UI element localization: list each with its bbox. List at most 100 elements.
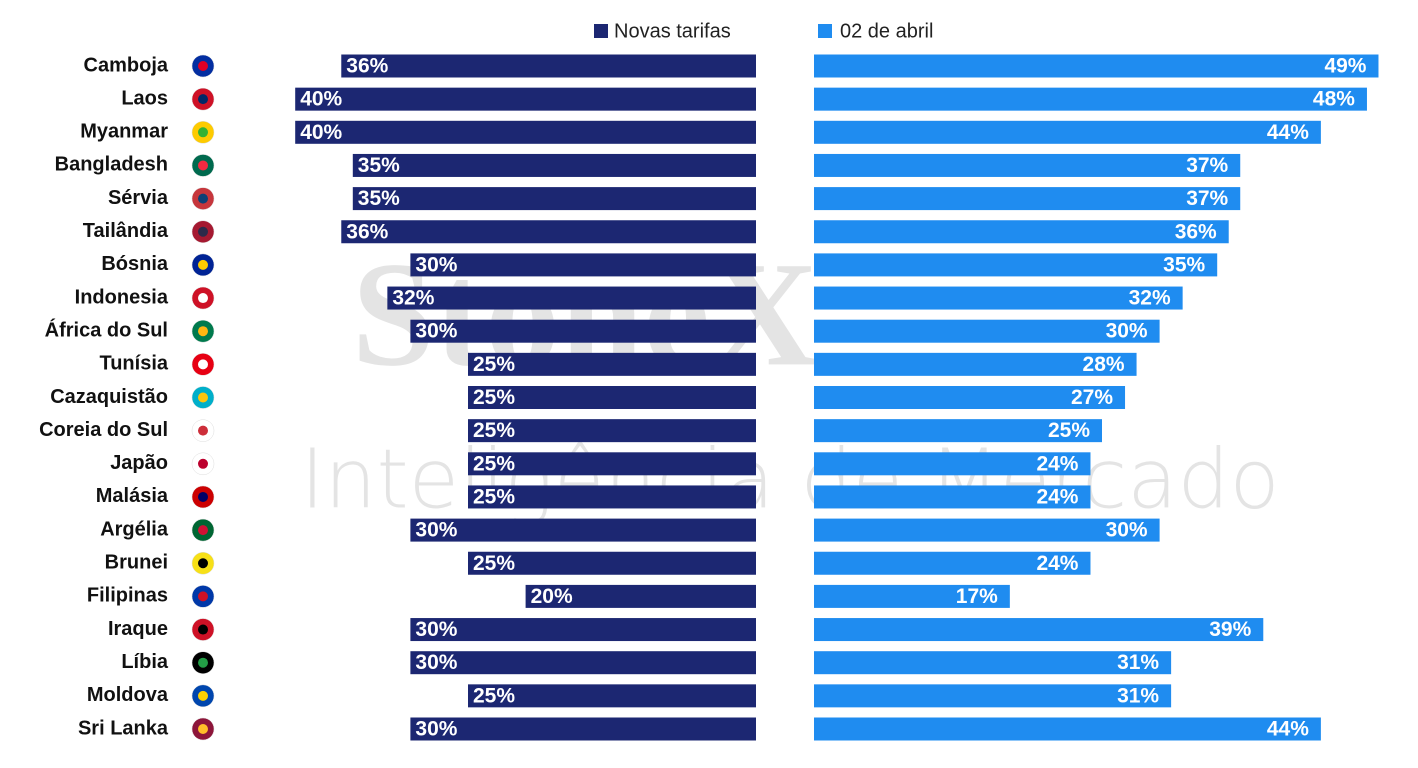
bar xyxy=(814,518,1160,542)
value-label: 49% xyxy=(1324,55,1366,78)
flag-icon-detail xyxy=(198,61,208,71)
bar xyxy=(468,684,756,708)
value-label: 31% xyxy=(1117,651,1159,674)
value-label: 36% xyxy=(346,55,388,78)
bar xyxy=(410,253,756,277)
bar xyxy=(814,153,1241,177)
value-label: 25% xyxy=(473,684,515,707)
value-label: 40% xyxy=(300,88,342,111)
bar xyxy=(814,584,1010,608)
flag-icon-detail xyxy=(198,259,208,270)
value-label: 44% xyxy=(1267,121,1309,144)
bar xyxy=(814,452,1091,476)
bar xyxy=(814,220,1229,244)
flag-icon-detail xyxy=(198,293,208,304)
bar xyxy=(814,485,1091,509)
legend-label: 02 de abril xyxy=(840,20,933,42)
flag-icon-detail xyxy=(198,724,208,734)
value-label: 36% xyxy=(346,220,388,243)
bar xyxy=(814,551,1091,575)
flag-icon-detail xyxy=(198,690,208,701)
flag-icon-detail xyxy=(198,657,208,668)
value-label: 20% xyxy=(531,585,573,608)
value-label: 25% xyxy=(473,452,515,475)
bar xyxy=(814,618,1264,642)
flag-icon-detail xyxy=(198,359,208,370)
bar xyxy=(341,54,756,78)
bar xyxy=(468,452,756,476)
value-label: 32% xyxy=(1129,287,1171,310)
bar xyxy=(525,584,756,608)
value-label: 24% xyxy=(1036,552,1078,575)
bar xyxy=(468,551,756,575)
value-label: 32% xyxy=(392,287,434,310)
value-label: 25% xyxy=(473,353,515,376)
bar xyxy=(468,352,756,376)
value-label: 17% xyxy=(956,585,998,608)
bar xyxy=(410,651,756,675)
bar xyxy=(814,187,1241,211)
value-label: 25% xyxy=(473,419,515,442)
bar xyxy=(341,220,756,244)
value-label: 25% xyxy=(1048,419,1090,442)
country-label: Camboja xyxy=(84,54,169,76)
bar xyxy=(814,386,1126,409)
flag-icon-detail xyxy=(198,425,208,436)
country-label: Filipinas xyxy=(87,585,168,607)
bar xyxy=(814,54,1379,78)
value-label: 30% xyxy=(415,320,457,343)
legend-label: Novas tarifas xyxy=(614,20,731,42)
watermark-subtitle: Inteligência de Mercado xyxy=(300,433,1279,528)
value-label: 30% xyxy=(415,618,457,641)
flag-icon-detail xyxy=(198,127,208,138)
value-label: 37% xyxy=(1186,154,1228,177)
flag-icon-detail xyxy=(198,458,208,469)
country-label: Líbia xyxy=(121,651,169,673)
value-label: 28% xyxy=(1083,353,1125,376)
value-label: 48% xyxy=(1313,88,1355,111)
flag-icon-detail xyxy=(198,491,208,502)
flag-icon-detail xyxy=(198,525,208,536)
bar xyxy=(410,518,756,542)
value-label: 44% xyxy=(1267,718,1309,741)
flag-icon-detail xyxy=(198,591,208,602)
value-label: 24% xyxy=(1036,452,1078,475)
country-label: Myanmar xyxy=(80,121,168,143)
country-label: Japão xyxy=(110,452,168,474)
country-label: Sri Lanka xyxy=(78,717,169,739)
bar xyxy=(814,419,1102,443)
legend-swatch xyxy=(594,24,608,38)
value-label: 30% xyxy=(415,519,457,542)
flag-icon-detail xyxy=(198,624,208,635)
flag-icon-detail xyxy=(198,193,208,204)
bar xyxy=(387,286,756,310)
value-label: 35% xyxy=(1163,253,1205,276)
bar xyxy=(814,352,1137,376)
flag-icon-detail xyxy=(198,326,208,337)
bar xyxy=(468,386,756,409)
flag-icon-detail xyxy=(198,558,208,569)
value-label: 27% xyxy=(1071,386,1113,409)
bar xyxy=(814,120,1321,144)
country-label: Argélia xyxy=(100,518,169,540)
country-label: Cazaquistão xyxy=(50,386,168,408)
bar xyxy=(352,187,756,211)
country-label: Indonesia xyxy=(75,286,169,308)
value-label: 30% xyxy=(1106,320,1148,343)
value-label: 25% xyxy=(473,485,515,508)
bar xyxy=(410,717,756,741)
country-label: Brunei xyxy=(105,552,168,574)
country-label: Malásia xyxy=(96,485,169,507)
value-label: 31% xyxy=(1117,684,1159,707)
value-label: 35% xyxy=(358,154,400,177)
country-label: Tailândia xyxy=(83,220,169,242)
flag-icon-detail xyxy=(198,392,208,403)
flag-icon-detail xyxy=(198,226,208,237)
country-label: Tunísia xyxy=(99,353,168,375)
bar xyxy=(814,319,1160,343)
value-label: 37% xyxy=(1186,187,1228,210)
flag-icon-detail xyxy=(198,94,208,105)
bar xyxy=(814,286,1183,310)
bar xyxy=(295,120,756,144)
